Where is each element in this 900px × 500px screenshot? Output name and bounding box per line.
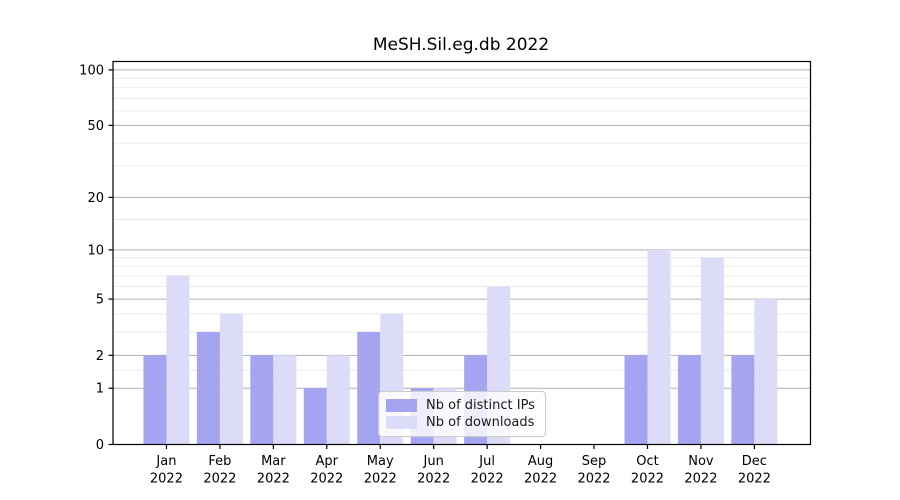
x-tick-label: Jun 2022	[417, 454, 450, 487]
y-tick-label: 1	[96, 382, 104, 397]
bar-distinct-ips-jan	[143, 355, 167, 445]
y-tick-label: 20	[87, 191, 104, 206]
x-tick-label: May 2022	[364, 454, 397, 487]
bar-downloads-mar	[273, 355, 297, 445]
x-tick-label: Dec 2022	[738, 454, 771, 487]
y-tick-label: 10	[87, 243, 104, 258]
x-tick-label: Feb 2022	[203, 454, 236, 487]
legend-label-distinct-ips: Nb of distinct IPs	[426, 398, 535, 413]
bar-downloads-nov	[700, 257, 724, 445]
y-tick-label: 100	[79, 63, 104, 78]
y-tick-label: 50	[87, 119, 104, 134]
x-tick-label: Aug 2022	[524, 454, 557, 487]
x-tick-label: Jul 2022	[471, 454, 504, 487]
chart-title: MeSH.Sil.eg.db 2022	[372, 35, 550, 55]
legend-item-distinct-ips: Nb of distinct IPs	[386, 397, 537, 414]
x-tick-label: Mar 2022	[257, 454, 290, 487]
bar-distinct-ips-nov	[677, 355, 701, 445]
x-tick-label: Oct 2022	[631, 454, 664, 487]
legend-item-downloads: Nb of downloads	[386, 414, 537, 431]
bar-downloads-feb	[219, 313, 243, 445]
bar-distinct-ips-feb	[196, 331, 220, 445]
x-tick-label: Nov 2022	[684, 454, 717, 487]
bar-downloads-apr	[326, 355, 350, 445]
bar-downloads-oct	[647, 249, 671, 445]
x-tick-label: Sep 2022	[577, 454, 610, 487]
bar-distinct-ips-mar	[250, 355, 274, 445]
bar-distinct-ips-apr	[303, 388, 327, 445]
legend-swatch-distinct-ips	[386, 399, 417, 412]
legend-swatch-downloads	[386, 416, 417, 429]
bar-distinct-ips-oct	[624, 355, 648, 445]
y-tick-label: 0	[96, 438, 104, 453]
bar-downloads-jan	[166, 275, 190, 445]
y-tick-label: 2	[96, 349, 104, 364]
legend-label-downloads: Nb of downloads	[426, 415, 535, 430]
legend: Nb of distinct IPs Nb of downloads	[378, 391, 546, 437]
plot-border	[112, 60, 812, 446]
bar-distinct-ips-may	[357, 331, 381, 445]
y-tick-label: 5	[96, 293, 104, 308]
x-tick-label: Apr 2022	[310, 454, 343, 487]
bar-downloads-dec	[754, 299, 778, 445]
bar-distinct-ips-dec	[731, 355, 755, 445]
x-tick-label: Jan 2022	[150, 454, 183, 487]
